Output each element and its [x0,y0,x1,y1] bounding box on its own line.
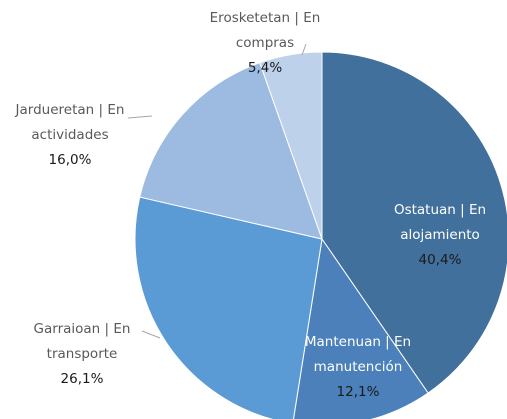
value-label: 26,1% [60,371,104,387]
value-label: 16,0% [48,152,92,168]
pie-slice [321,51,507,394]
slice-label: Mantenuan | En manutención 12,1% [288,330,428,405]
category-label: Erosketetan | En compras [209,10,321,51]
category-label: Mantenuan | En manutención [304,334,412,375]
pie-slice [139,62,323,240]
value-label: 40,4% [418,252,462,268]
slice-label: Erosketetan | En compras 5,4% [195,6,335,81]
slice-label: Ostatuan | En alojamiento 40,4% [375,198,505,273]
pie-slice [259,51,323,240]
slice-label: Jardueretan | En actividades 16,0% [0,98,140,173]
value-label: 12,1% [336,384,380,400]
category-label: Ostatuan | En alojamiento [393,202,487,243]
slice-label: Garraioan | En transporte 26,1% [12,317,152,392]
pie-slice [134,196,323,419]
category-label: Jardueretan | En actividades [15,102,125,143]
leader-line [301,43,307,56]
pie-slice [292,237,429,419]
leader-line [141,330,161,339]
category-label: Garraioan | En transporte [33,321,131,362]
value-label: 5,4% [247,60,283,76]
leader-line [127,115,153,119]
